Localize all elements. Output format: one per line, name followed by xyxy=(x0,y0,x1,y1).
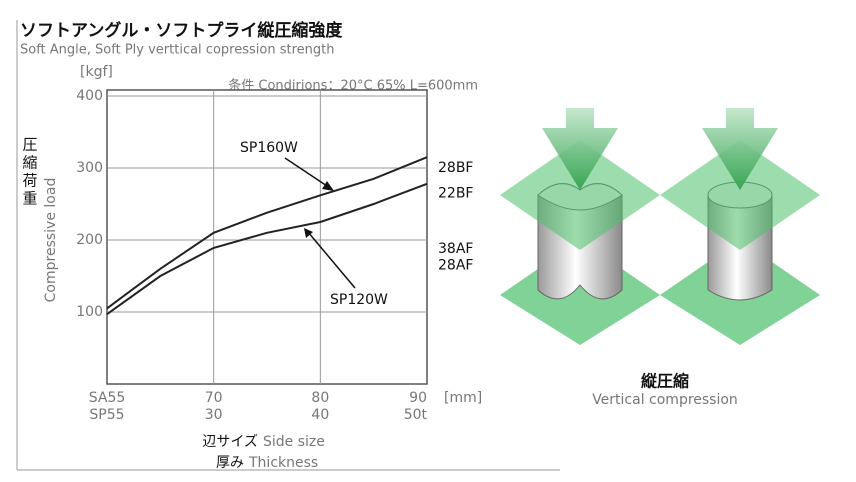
y-label-ja-char: 圧 xyxy=(22,136,37,154)
x-unit: [mm] xyxy=(444,390,482,406)
plane xyxy=(500,240,660,345)
illustration xyxy=(500,108,820,345)
series-line xyxy=(106,182,428,315)
caption-en: Vertical compression xyxy=(592,392,738,408)
chart-title: ソフトアングル・ソフトプライ縦圧縮強度 xyxy=(20,20,343,41)
x2-tick-label: 50t xyxy=(404,407,428,423)
y-label-ja-char: 荷 xyxy=(22,172,37,190)
y-label-en: Compressive load xyxy=(43,178,59,303)
subtitle: Soft Angle, Soft Ply verttical copressio… xyxy=(20,43,334,58)
plane xyxy=(660,140,820,250)
y-tick-label: 200 xyxy=(76,232,103,248)
caption-ja: 縦圧縮 xyxy=(641,372,689,391)
x2-label-ja: 厚み xyxy=(216,455,244,471)
y-tick-label: 400 xyxy=(76,88,103,104)
plot-frame xyxy=(106,89,428,385)
series-label: 38AF xyxy=(438,241,473,257)
x-tick-label: SA55 xyxy=(89,390,126,406)
annotation-arrow xyxy=(307,231,356,289)
x2-tick-label: 40 xyxy=(311,407,329,423)
y-unit: [kgf] xyxy=(80,64,113,80)
series-line xyxy=(106,156,428,310)
series-label: SP120W xyxy=(330,292,388,308)
arrow-head xyxy=(304,228,313,238)
arrow xyxy=(702,108,778,190)
x2-label-en: Thickness xyxy=(248,455,318,471)
conditions: 条件 Condirions：20°C 65% L=600mm xyxy=(228,78,478,94)
annotation-arrow xyxy=(284,157,331,189)
series-label: 28AF xyxy=(438,257,473,273)
y-tick-label: 100 xyxy=(76,304,103,320)
y-tick-label: 300 xyxy=(76,160,103,176)
x2-tick-label: 30 xyxy=(205,407,223,423)
x-label-ja: 辺サイズ xyxy=(202,434,258,450)
y-label-ja-char: 縮 xyxy=(22,154,37,172)
x-tick-label: 70 xyxy=(205,390,223,406)
plane xyxy=(500,140,660,250)
y-label-ja-char: 重 xyxy=(22,190,37,208)
series-label: 22BF xyxy=(438,185,473,201)
x-label-en: Side size xyxy=(263,434,325,450)
x2-tick-label: SP55 xyxy=(89,407,124,423)
arrow xyxy=(542,108,618,190)
series-label: 28BF xyxy=(438,160,473,176)
x-tick-label: 90 xyxy=(409,390,427,406)
series-label: SP160W xyxy=(240,140,298,156)
x-tick-label: 80 xyxy=(311,390,329,406)
arrow-head xyxy=(322,181,334,191)
